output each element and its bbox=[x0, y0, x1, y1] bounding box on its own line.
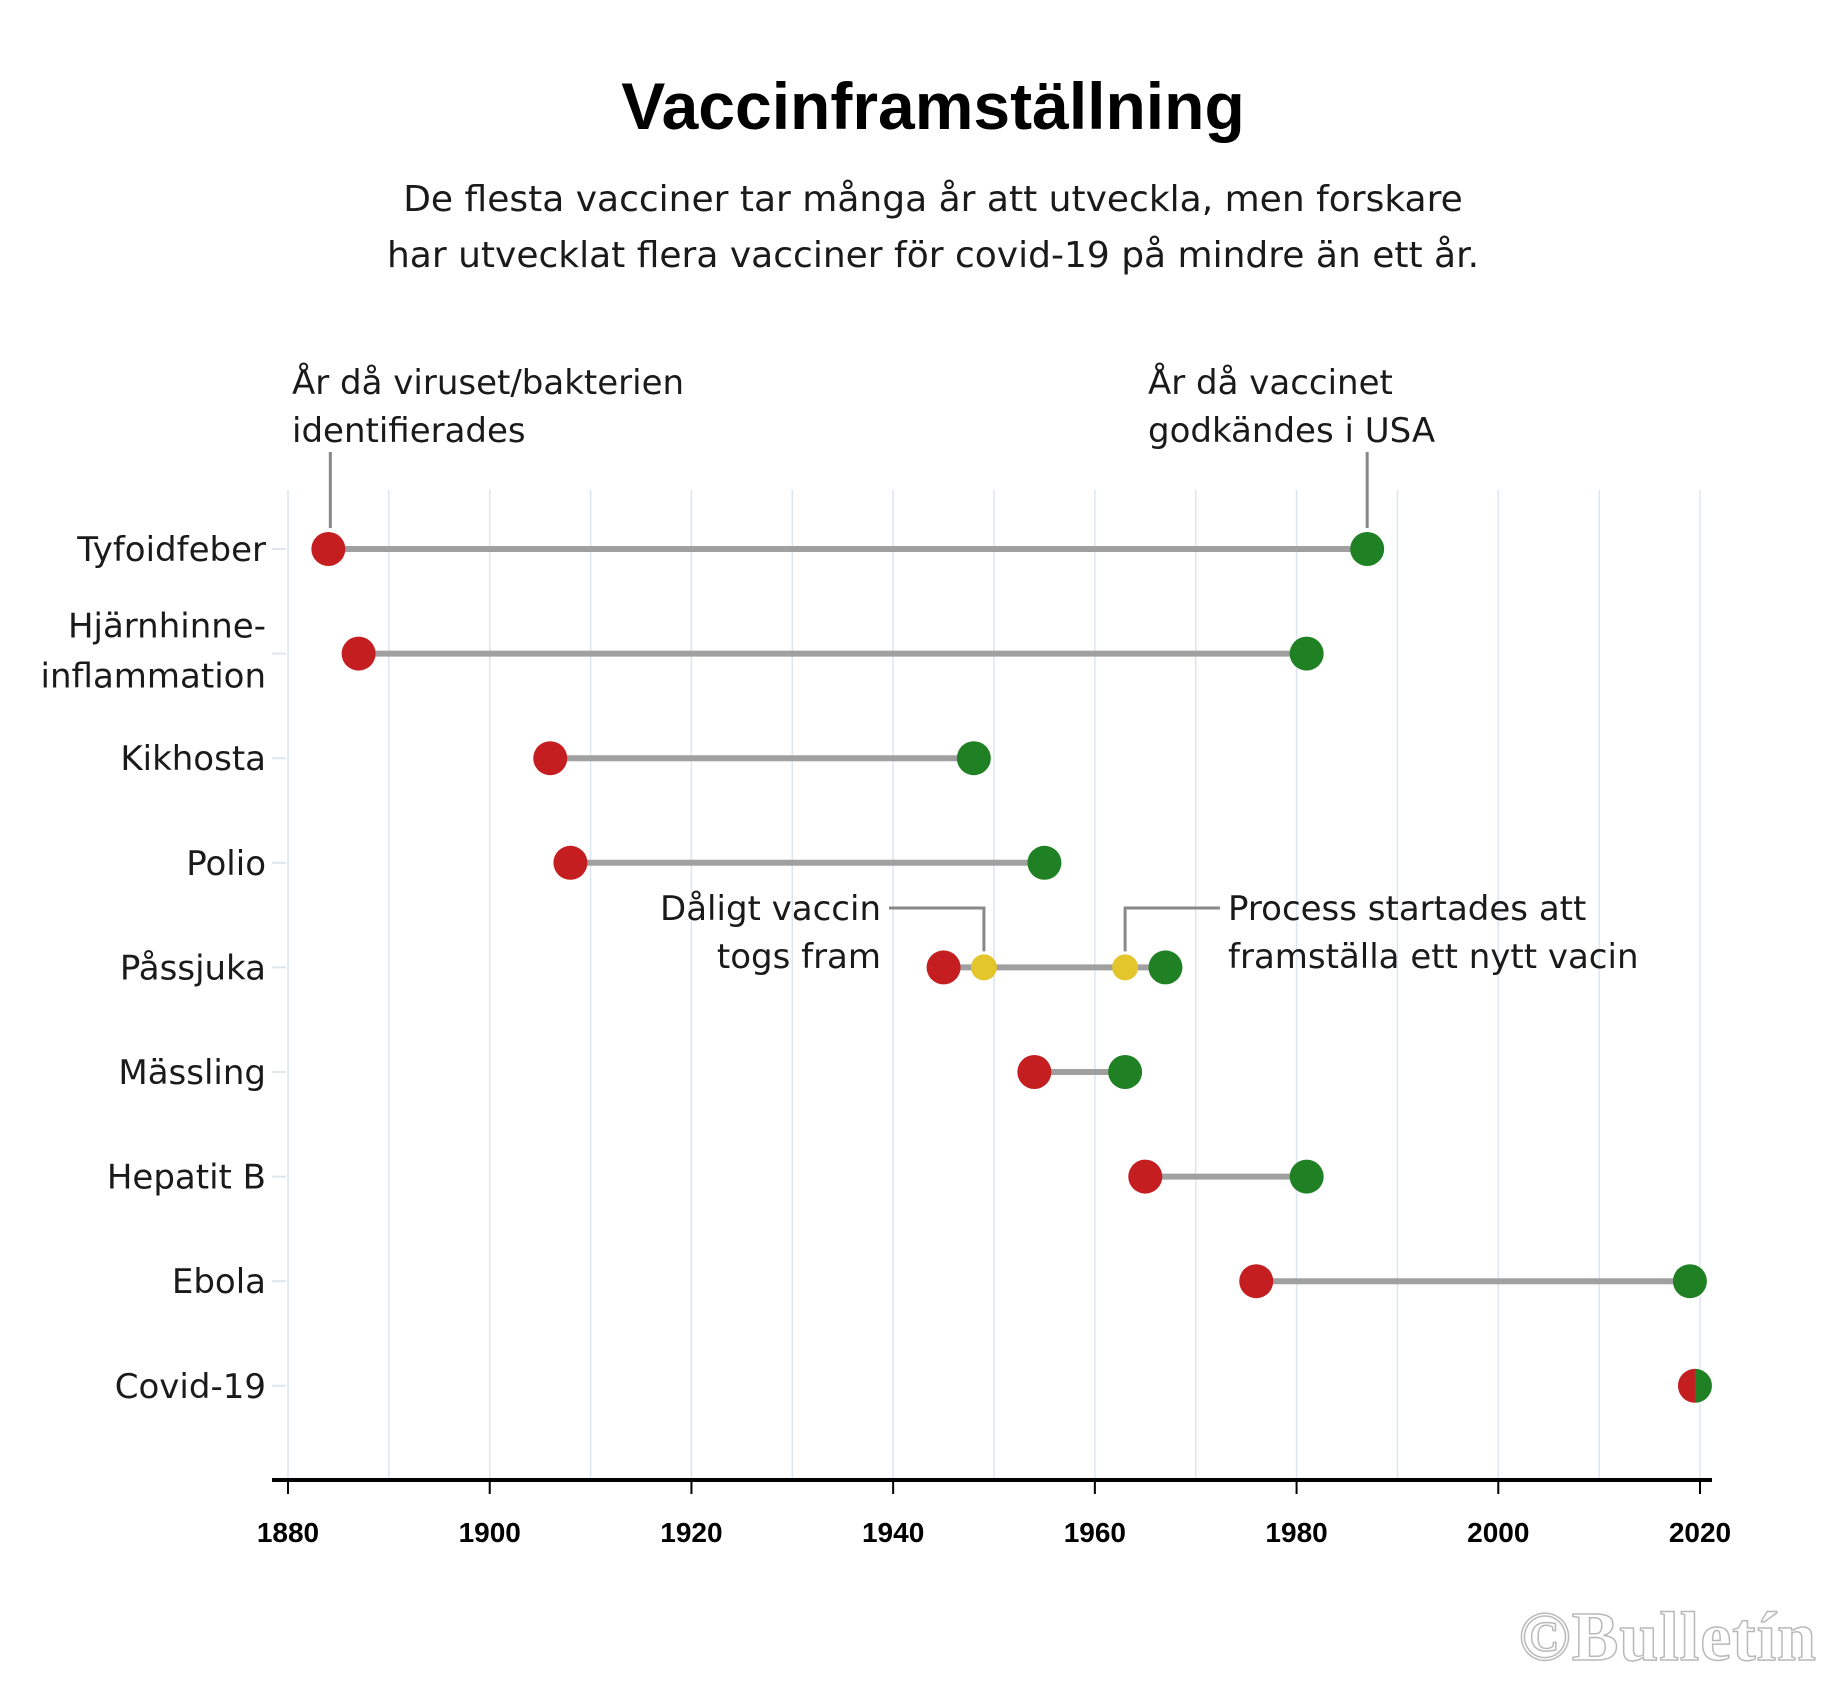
row-1: Hjärnhinne-inflammation bbox=[41, 607, 1324, 697]
x-tick-label: 1980 bbox=[1265, 1517, 1327, 1548]
approved-point bbox=[1027, 845, 1062, 880]
annotation-leader bbox=[889, 906, 986, 952]
category-label: Ebola bbox=[172, 1262, 266, 1302]
x-tick-label: 1960 bbox=[1064, 1517, 1126, 1548]
row-8: Covid-19 bbox=[115, 1367, 1712, 1407]
row-2: Kikhosta bbox=[120, 739, 991, 779]
category-label: Kikhosta bbox=[120, 739, 266, 779]
x-axis-ticks: 1880 1900 1920 1940 1960 1980 2000 2020 bbox=[257, 1478, 1731, 1548]
identified-point bbox=[1017, 1055, 1052, 1089]
identified-point bbox=[1239, 1264, 1274, 1299]
annotation-new-process: Process startades att bbox=[1228, 889, 1586, 929]
grid-lines bbox=[287, 490, 1701, 1480]
annotation-bad-vaccine: togs fram bbox=[717, 937, 881, 977]
row-5: Mässling bbox=[118, 1053, 1143, 1093]
chart-rows: Tyfoidfeber Hjärnhinne-inflammation Kikhos… bbox=[41, 530, 1712, 1407]
category-label: Mässling bbox=[118, 1053, 266, 1093]
category-label: Polio bbox=[186, 844, 266, 884]
annotation-leader bbox=[1123, 906, 1220, 952]
annotations: År då viruset/bakterien identifierades År … bbox=[292, 362, 1639, 977]
identified-point bbox=[553, 845, 588, 880]
identified-point bbox=[341, 636, 376, 671]
chart-subtitle: De flesta vacciner tar många år att utve… bbox=[0, 172, 1833, 284]
x-tick-label: 1900 bbox=[459, 1517, 521, 1548]
category-label: inflammation bbox=[41, 657, 266, 697]
copyright-watermark: ©Bulletín bbox=[1518, 1598, 1817, 1677]
approved-point bbox=[956, 741, 991, 776]
row-4: Påssjuka bbox=[120, 948, 1183, 988]
row-0: Tyfoidfeber bbox=[76, 530, 1385, 570]
approved-point bbox=[1672, 1264, 1707, 1299]
row-6: Hepatit B bbox=[107, 1158, 1324, 1198]
x-tick-label: 1940 bbox=[862, 1517, 924, 1548]
annotation-approved: År då vaccinet bbox=[1148, 362, 1393, 403]
identified-point bbox=[926, 950, 961, 985]
intermediate-point bbox=[1112, 954, 1139, 981]
annotation-new-process: framställa ett nytt vacin bbox=[1228, 937, 1639, 977]
category-label: Påssjuka bbox=[120, 948, 266, 988]
chart-title: Vaccinframställning bbox=[621, 69, 1245, 143]
x-tick-label: 2000 bbox=[1467, 1517, 1529, 1548]
category-label: Covid-19 bbox=[115, 1367, 266, 1407]
identified-point bbox=[311, 532, 346, 566]
approved-point bbox=[1108, 1055, 1143, 1089]
identified-point bbox=[1677, 1368, 1695, 1403]
subtitle-line-1: De flesta vacciner tar många år att utve… bbox=[403, 179, 1463, 220]
approved-point bbox=[1289, 1159, 1324, 1194]
annotation-identified: identifierades bbox=[292, 411, 526, 451]
approved-point bbox=[1350, 532, 1385, 566]
approved-point bbox=[1694, 1368, 1712, 1403]
x-tick-label: 2020 bbox=[1669, 1517, 1731, 1548]
annotation-bad-vaccine: Dåligt vaccin bbox=[660, 889, 881, 929]
identified-point bbox=[1128, 1159, 1163, 1194]
subtitle-line-2: har utvecklat flera vacciner för covid-1… bbox=[386, 235, 1480, 276]
approved-point bbox=[1148, 950, 1183, 985]
dumbbell-chart: 1880 1900 1920 1940 1960 1980 2000 2020 Tyfoidf… bbox=[41, 362, 1732, 1548]
category-label: Hepatit B bbox=[107, 1158, 266, 1198]
annotation-approved: godkändes i USA bbox=[1148, 411, 1435, 451]
category-label: Hjärnhinne- bbox=[68, 607, 266, 647]
category-label: Tyfoidfeber bbox=[76, 530, 266, 570]
row-7: Ebola bbox=[172, 1262, 1707, 1302]
row-3: Polio bbox=[186, 844, 1062, 884]
identified-point bbox=[533, 741, 568, 776]
x-tick-label: 1880 bbox=[257, 1517, 319, 1548]
annotation-identified: År då viruset/bakterien bbox=[292, 362, 684, 403]
x-tick-label: 1920 bbox=[660, 1517, 722, 1548]
approved-point bbox=[1289, 636, 1324, 671]
intermediate-point bbox=[970, 954, 997, 981]
